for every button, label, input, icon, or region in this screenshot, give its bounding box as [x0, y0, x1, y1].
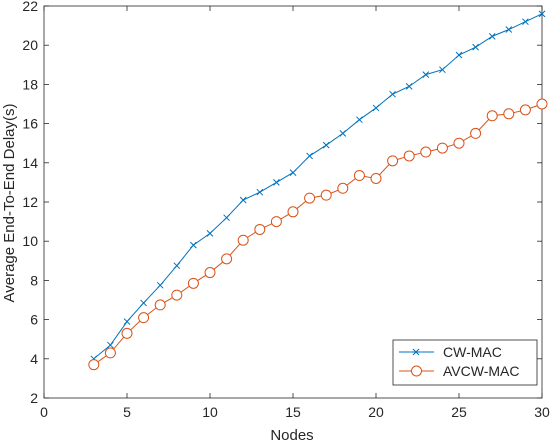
series-line-avcw-mac: [93, 103, 543, 366]
plot-area: [43, 5, 543, 399]
data-point-cw-mac: [422, 71, 430, 78]
tick-layer: 0 5 10 15 20 25 30 2 4 6 8 10 12 14 16 18 20 22: [22, 0, 550, 420]
data-point-cw-mac: [472, 43, 479, 51]
data-point-cw-mac: [439, 66, 446, 74]
data-point-avcw-mac: [519, 104, 531, 116]
data-point-cw-mac: [107, 341, 114, 349]
x-axis-title: Nodes: [270, 427, 313, 442]
y-tick-label: 18: [22, 76, 38, 92]
y-tick-label: 16: [22, 116, 38, 132]
data-point-avcw-mac: [270, 216, 282, 228]
x-tick-label: 15: [285, 404, 301, 420]
data-point-avcw-mac: [436, 142, 448, 154]
y-tick-label: 8: [30, 272, 38, 288]
data-point-cw-mac: [372, 104, 380, 112]
data-point-cw-mac: [156, 281, 164, 289]
data-point-cw-mac: [339, 130, 347, 137]
data-point-cw-mac: [140, 299, 147, 307]
data-point-avcw-mac: [88, 359, 100, 371]
data-point-cw-mac: [389, 90, 396, 98]
plot-frame: [43, 5, 543, 399]
data-point-cw-mac: [405, 83, 413, 90]
data-point-cw-mac: [356, 116, 363, 124]
x-tick-label: 30: [534, 404, 550, 420]
y-tick-label: 14: [22, 155, 38, 171]
data-point-avcw-mac: [486, 110, 498, 122]
y-axis-title: Average End-To-End Delay(s): [1, 104, 18, 303]
data-point-cw-mac: [488, 33, 496, 40]
data-point-cw-mac: [322, 141, 330, 149]
data-point-cw-mac: [173, 262, 181, 270]
x-tick-label: 20: [368, 404, 384, 420]
x-tick-label: 10: [202, 404, 218, 420]
legend-label-cw-mac: CW-MAC: [443, 344, 502, 360]
y-tick-label: 12: [22, 194, 38, 210]
y-tick-label: 4: [30, 351, 38, 367]
data-point-avcw-mac: [370, 172, 382, 184]
data-point-avcw-mac: [121, 327, 133, 339]
legend-marker-avcw-mac: [411, 365, 422, 377]
data-point-avcw-mac: [503, 108, 515, 120]
legend: CW-MAC AVCW-MAC: [392, 339, 538, 386]
data-point-avcw-mac: [337, 182, 349, 194]
data-point-avcw-mac: [187, 277, 199, 289]
data-point-avcw-mac: [470, 127, 482, 139]
data-point-cw-mac: [273, 179, 280, 186]
data-point-avcw-mac: [204, 267, 216, 279]
y-tick-label: 20: [22, 37, 38, 53]
data-point-cw-mac: [239, 196, 247, 204]
data-point-avcw-mac: [304, 192, 316, 204]
data-point-cw-mac: [306, 152, 313, 160]
data-point-cw-mac: [123, 318, 131, 325]
y-tick-label: 10: [22, 233, 38, 249]
data-point-avcw-mac: [287, 206, 299, 218]
data-point-avcw-mac: [138, 312, 150, 324]
data-point-cw-mac: [455, 51, 463, 59]
data-point-avcw-mac: [254, 223, 266, 235]
data-point-cw-mac: [522, 18, 529, 26]
data-point-avcw-mac: [353, 170, 365, 182]
data-point-avcw-mac: [221, 253, 233, 265]
y-tick-label: 22: [22, 0, 38, 14]
data-point-avcw-mac: [453, 137, 465, 149]
y-tick-label: 6: [30, 312, 38, 328]
legend-marker-cw-mac: [412, 348, 420, 356]
series-layer: [88, 10, 548, 371]
x-tick-label: 0: [40, 404, 48, 420]
data-point-cw-mac: [206, 230, 214, 237]
data-point-cw-mac: [190, 241, 197, 249]
data-point-cw-mac: [223, 214, 230, 222]
data-point-avcw-mac: [403, 150, 415, 162]
data-point-avcw-mac: [154, 299, 166, 311]
data-point-avcw-mac: [536, 98, 548, 110]
data-point-avcw-mac: [171, 289, 183, 301]
x-tick-label: 5: [123, 404, 131, 420]
data-point-avcw-mac: [320, 189, 332, 201]
data-point-cw-mac: [289, 169, 297, 176]
legend-box: [392, 339, 538, 386]
series-line-cw-mac: [93, 13, 543, 360]
data-point-cw-mac: [538, 10, 546, 18]
x-tick-label: 25: [451, 404, 467, 420]
data-point-cw-mac: [505, 26, 513, 33]
data-point-avcw-mac: [237, 234, 249, 246]
data-point-avcw-mac: [387, 155, 399, 167]
data-point-avcw-mac: [104, 347, 116, 359]
y-tick-label: 2: [30, 390, 38, 406]
data-point-avcw-mac: [420, 146, 432, 158]
data-point-cw-mac: [256, 188, 264, 196]
legend-label-avcw-mac: AVCW-MAC: [443, 363, 519, 379]
